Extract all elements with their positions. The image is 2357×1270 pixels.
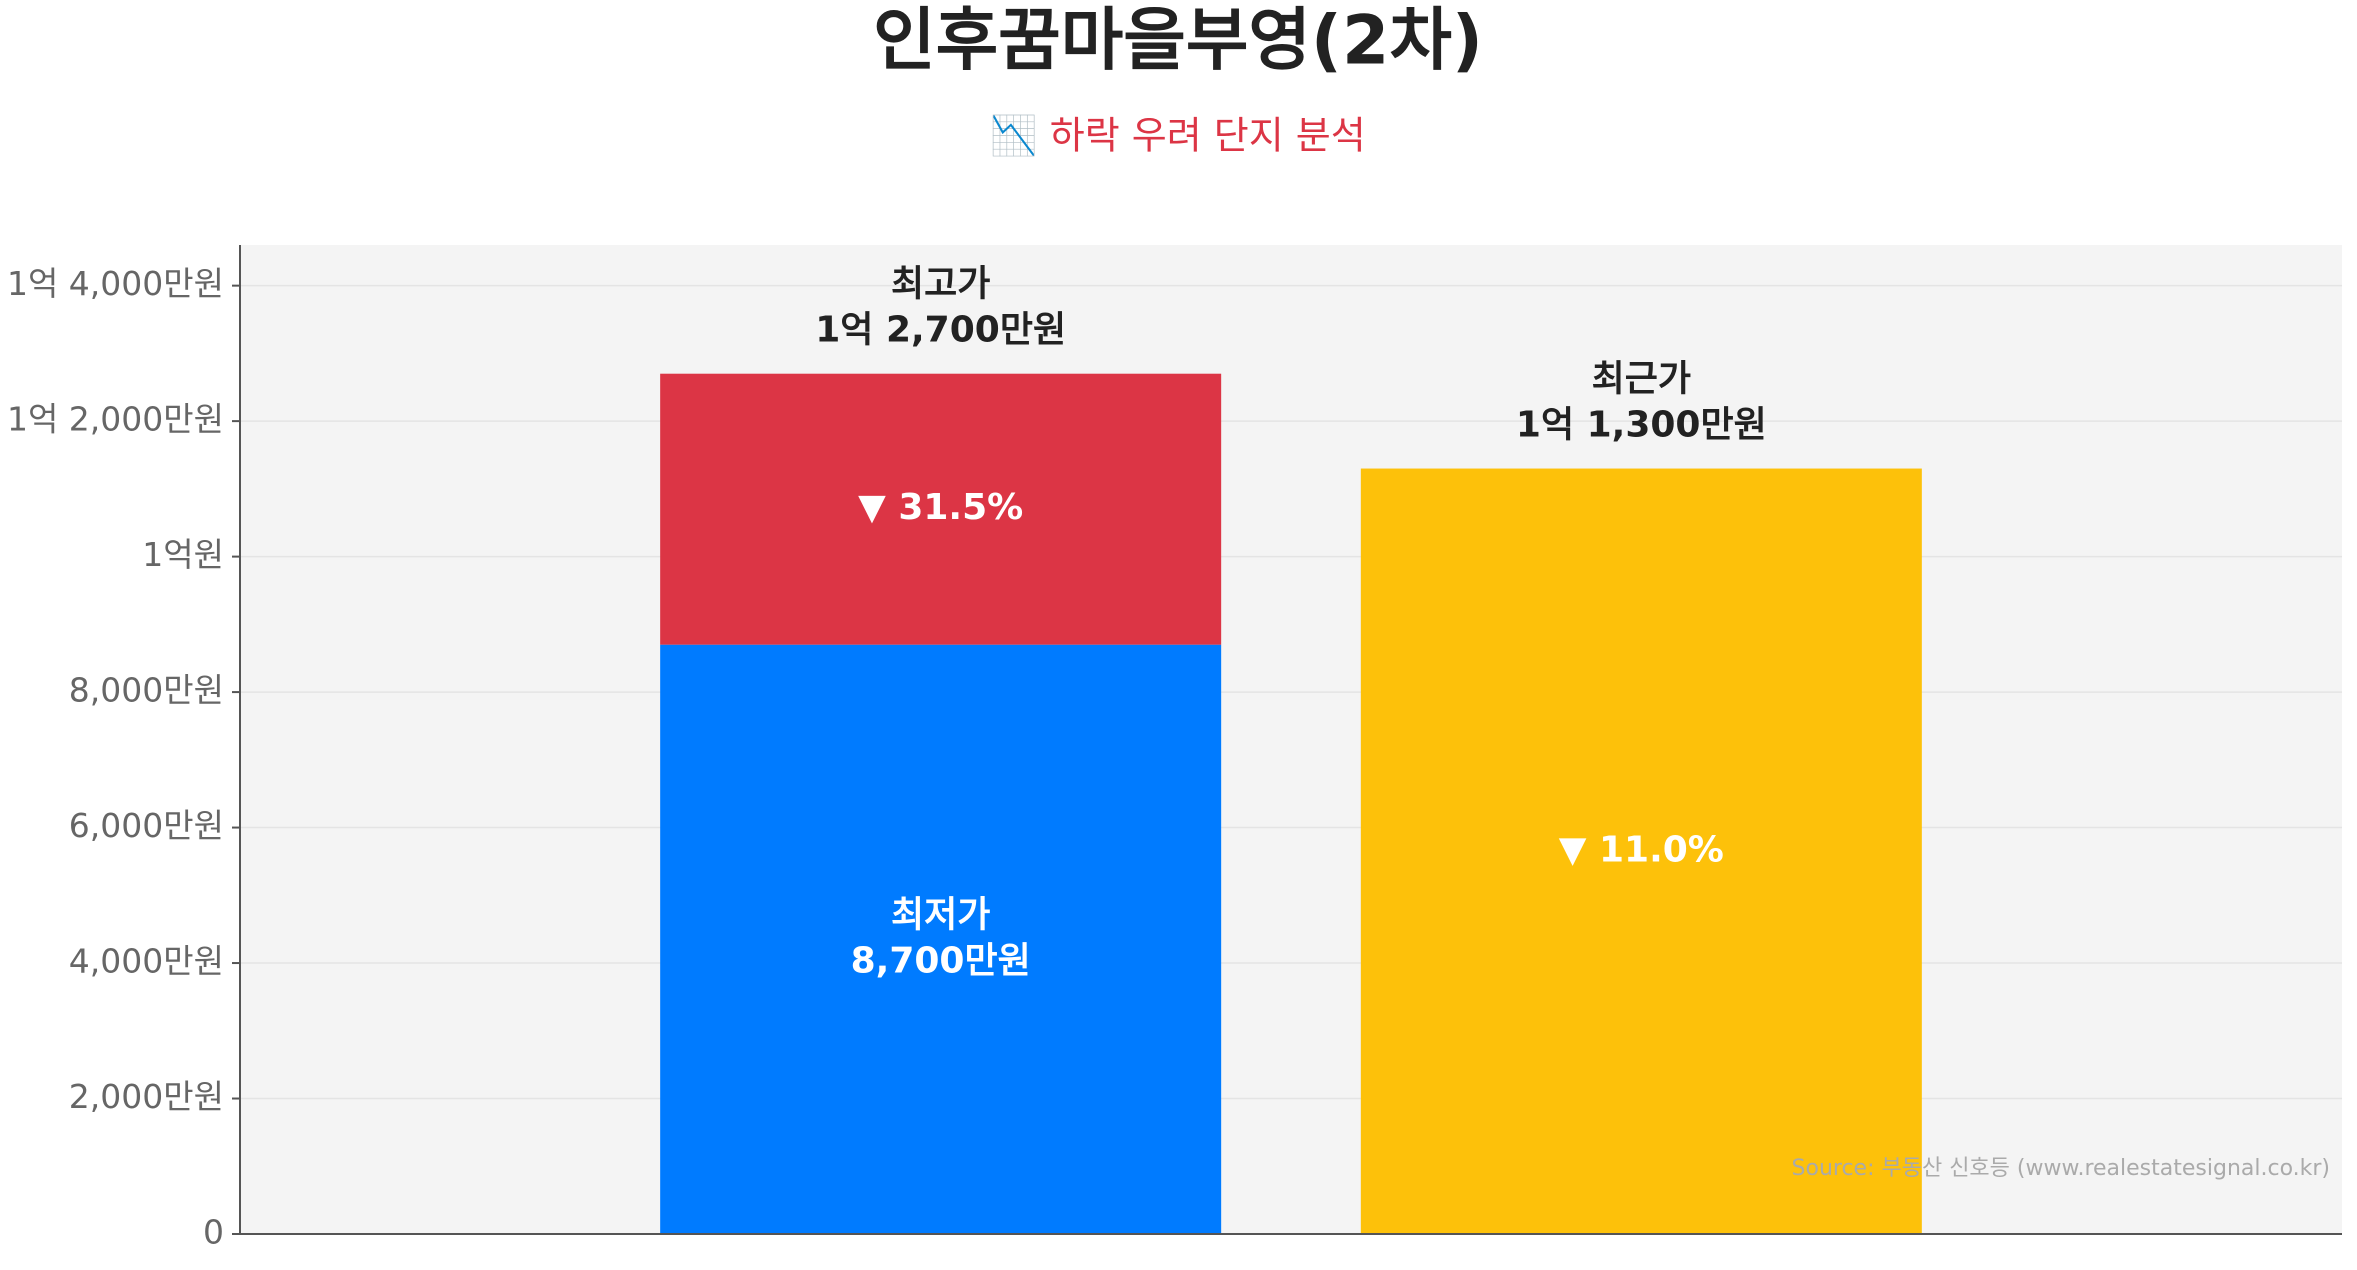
y-tick-label: 1억원 <box>142 535 224 574</box>
bar-top-label: 최고가 <box>891 264 990 305</box>
y-tick-label: 4,000만원 <box>69 942 224 981</box>
segment-label: ▼ 11.0% <box>1559 829 1724 870</box>
bar-top-label: 1억 2,700만원 <box>815 310 1066 351</box>
plot-area <box>240 245 2342 1234</box>
bar-top-label: 1억 1,300만원 <box>1516 405 1767 446</box>
bar-segment <box>1360 468 1922 1234</box>
y-tick-label: 1억 4,000만원 <box>7 264 224 303</box>
segment-label: 최저가 <box>891 894 990 935</box>
chart-subtitle: 📉 하락 우려 단지 분석 <box>990 114 1365 158</box>
bar-top-label: 최근가 <box>1592 359 1691 400</box>
segment-label: ▼ 31.5% <box>858 487 1023 528</box>
source-note: Source: 부동산 신호등 (www.realestatesignal.co… <box>1792 1156 2330 1181</box>
bar-segment <box>660 373 1222 645</box>
bar-segment <box>660 644 1222 1234</box>
segment-label: 8,700만원 <box>851 940 1031 981</box>
chart-title: 인후꿈마을부영(2차) <box>873 2 1483 81</box>
y-tick-label: 6,000만원 <box>69 806 224 845</box>
y-tick-label: 0 <box>203 1213 224 1252</box>
y-tick-label: 2,000만원 <box>69 1077 224 1116</box>
y-tick-label: 1억 2,000만원 <box>7 400 224 439</box>
y-tick-label: 8,000만원 <box>69 671 224 710</box>
